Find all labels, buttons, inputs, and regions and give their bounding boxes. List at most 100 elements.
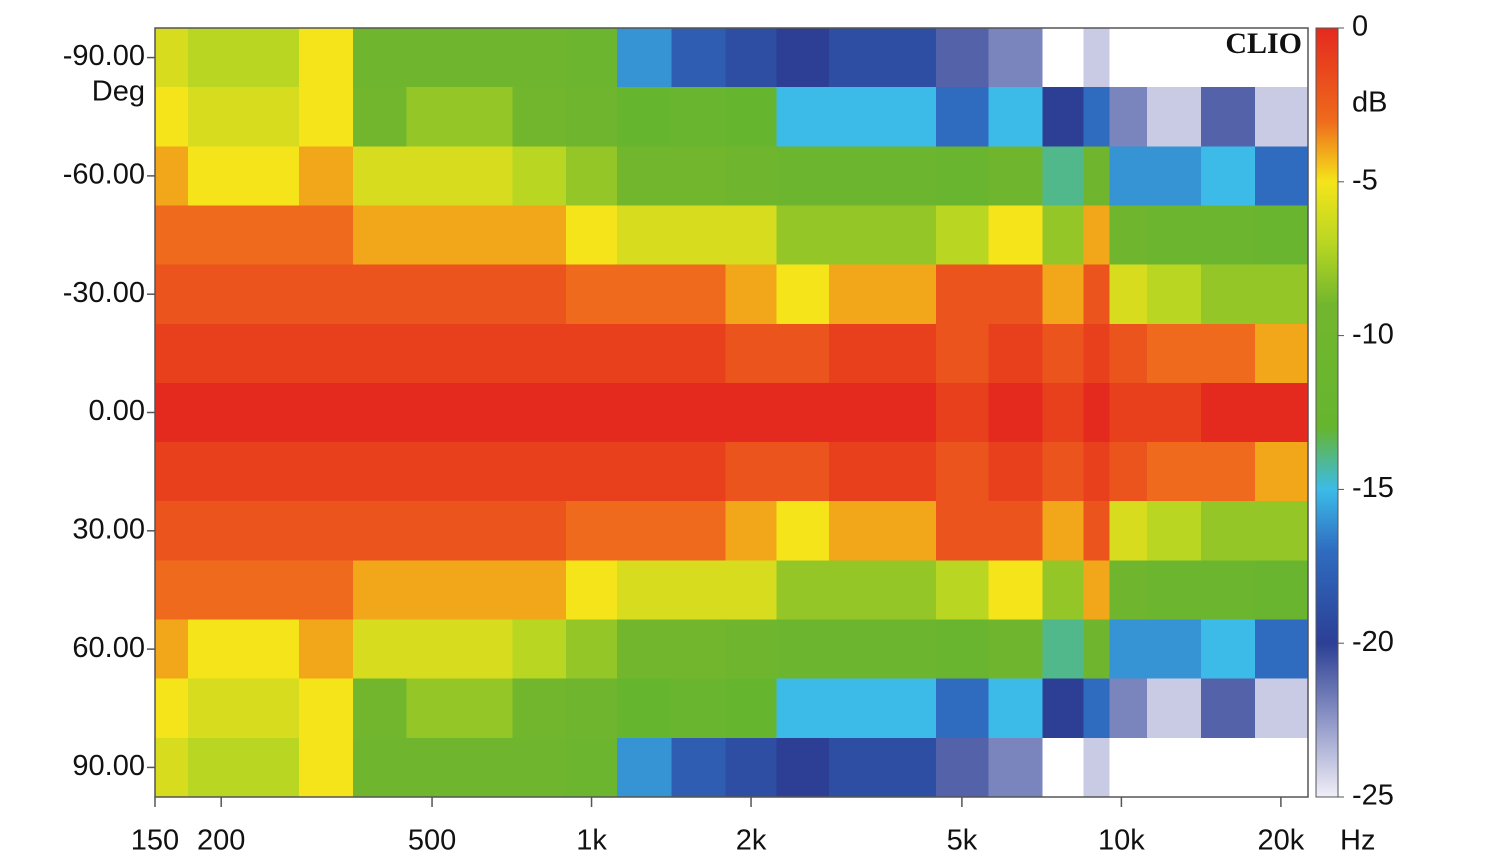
heat-cell: [883, 442, 937, 502]
heat-cell: [565, 28, 618, 88]
heat-cell: [725, 323, 778, 384]
heat-cell: [353, 382, 407, 443]
heat-cell: [1083, 87, 1110, 147]
heat-cell: [299, 619, 354, 680]
colorbar-tick-label: -20: [1352, 626, 1394, 658]
heat-cell: [155, 323, 189, 384]
heat-cell: [988, 737, 1044, 798]
heat-cell: [936, 382, 989, 443]
heat-cell: [936, 619, 989, 680]
heat-cell: [406, 323, 460, 384]
heat-cell: [1042, 382, 1085, 443]
x-tick-label: 5k: [947, 825, 978, 857]
heat-cell: [299, 28, 354, 88]
heat-cell: [299, 323, 354, 384]
heat-cell: [1201, 28, 1256, 88]
heat-cell: [246, 146, 300, 206]
heat-cell: [188, 678, 248, 739]
heat-cell: [299, 501, 354, 561]
heat-cell: [883, 382, 937, 443]
heat-cell: [1083, 678, 1110, 739]
heat-cell: [458, 87, 514, 147]
heat-cell: [299, 146, 354, 206]
y-tick-label: 90.00: [72, 750, 145, 782]
heat-cell: [988, 619, 1044, 680]
heat-cell: [617, 382, 672, 443]
heat-cell: [246, 323, 300, 384]
heat-cell: [883, 560, 937, 621]
heat-cell: [353, 737, 407, 798]
heat-cell: [353, 560, 407, 621]
heat-cell: [1255, 382, 1309, 443]
heat-cell: [188, 382, 248, 443]
heat-cell: [936, 87, 989, 147]
heat-cell: [1147, 737, 1202, 798]
heat-cell: [1255, 560, 1309, 621]
heat-cell: [988, 382, 1044, 443]
heat-cell: [828, 146, 884, 206]
heat-cell: [565, 146, 618, 206]
heat-cell: [1201, 323, 1256, 384]
heat-cell: [725, 619, 778, 680]
heat-cell: [883, 264, 937, 325]
heat-cell: [776, 382, 830, 443]
heat-cell: [246, 501, 300, 561]
heat-cell: [155, 737, 189, 798]
heat-cell: [883, 87, 937, 147]
heat-cell: [1109, 87, 1148, 147]
heat-cell: [1042, 205, 1085, 266]
heat-cell: [725, 382, 778, 443]
heat-cell: [1147, 146, 1202, 206]
heat-cell: [188, 87, 248, 147]
x-tick-label: 1k: [576, 825, 607, 857]
heat-cell: [1042, 501, 1085, 561]
heat-cell: [155, 678, 189, 739]
heat-cell: [776, 501, 830, 561]
heat-cell: [155, 442, 189, 502]
heat-cell: [458, 28, 514, 88]
heat-cell: [883, 737, 937, 798]
heat-cell: [1255, 737, 1309, 798]
heat-cell: [406, 619, 460, 680]
heat-cell: [458, 146, 514, 206]
heat-cell: [1083, 442, 1110, 502]
heat-cell: [406, 87, 460, 147]
y-tick-label: -60.00: [63, 159, 145, 191]
heat-cell: [617, 560, 672, 621]
heat-cell: [188, 737, 248, 798]
heat-cell: [936, 678, 989, 739]
heat-cell: [1201, 619, 1256, 680]
heat-cell: [458, 501, 514, 561]
heat-cell: [828, 619, 884, 680]
heat-cell: [565, 619, 618, 680]
heat-cell: [458, 264, 514, 325]
heat-cell: [1083, 323, 1110, 384]
heat-cell: [353, 678, 407, 739]
heat-cell: [988, 146, 1044, 206]
heat-cell: [617, 28, 672, 88]
heat-cell: [299, 737, 354, 798]
heat-cell: [406, 501, 460, 561]
heat-cell: [353, 442, 407, 502]
heat-cell: [988, 205, 1044, 266]
heat-cell: [1109, 442, 1148, 502]
heat-cell: [188, 442, 248, 502]
heat-cell: [155, 560, 189, 621]
heat-cell: [1109, 619, 1148, 680]
colorbar-tick-label: 0: [1352, 11, 1368, 43]
heat-cell: [1255, 87, 1309, 147]
heat-cell: [299, 264, 354, 325]
heat-cell: [671, 28, 726, 88]
heat-cell: [1083, 560, 1110, 621]
heat-cell: [512, 442, 567, 502]
heat-cell: [458, 560, 514, 621]
heat-cell: [828, 737, 884, 798]
heat-cell: [1109, 737, 1148, 798]
heat-cell: [458, 205, 514, 266]
heat-cell: [1255, 501, 1309, 561]
heat-cell: [776, 28, 830, 88]
heat-cell: [671, 205, 726, 266]
heat-cell: [1255, 28, 1309, 88]
heat-cell: [353, 146, 407, 206]
heat-cell: [1201, 560, 1256, 621]
